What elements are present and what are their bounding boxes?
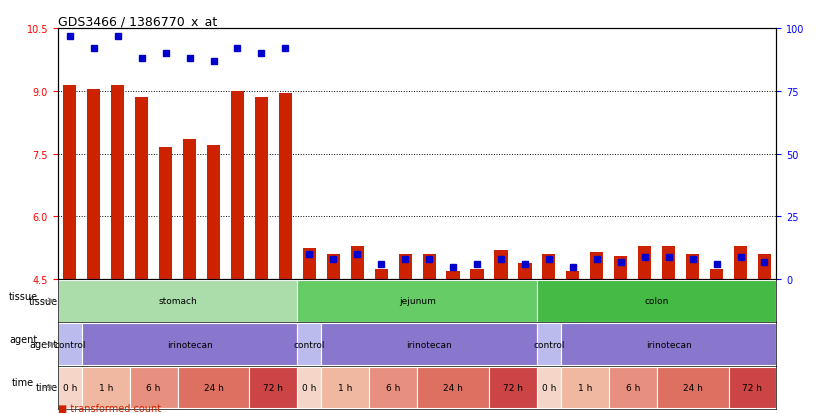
FancyBboxPatch shape	[58, 280, 297, 322]
FancyBboxPatch shape	[321, 323, 537, 365]
FancyBboxPatch shape	[729, 367, 776, 408]
FancyBboxPatch shape	[369, 367, 417, 408]
FancyBboxPatch shape	[537, 323, 561, 365]
FancyBboxPatch shape	[130, 367, 178, 408]
Text: jejunum: jejunum	[399, 297, 435, 306]
Bar	[423, 254, 435, 280]
Bar	[303, 248, 316, 280]
Text: 1 h: 1 h	[577, 383, 592, 392]
FancyBboxPatch shape	[58, 367, 82, 408]
Y-axis label: tissue: tissue	[8, 291, 38, 301]
Bar	[231, 92, 244, 280]
Bar	[255, 98, 268, 280]
Text: colon: colon	[644, 297, 669, 306]
FancyBboxPatch shape	[537, 280, 776, 322]
FancyBboxPatch shape	[297, 280, 537, 322]
Bar	[591, 252, 603, 280]
FancyBboxPatch shape	[82, 367, 130, 408]
Bar	[399, 254, 411, 280]
Bar	[351, 246, 363, 280]
Text: 0 h: 0 h	[542, 383, 556, 392]
Text: control: control	[533, 340, 565, 349]
Bar	[686, 254, 699, 280]
Text: 72 h: 72 h	[743, 383, 762, 392]
Bar	[183, 140, 196, 280]
Text: agent: agent	[30, 339, 58, 349]
FancyBboxPatch shape	[489, 367, 537, 408]
FancyBboxPatch shape	[561, 323, 776, 365]
Text: irinotecan: irinotecan	[646, 340, 691, 349]
Bar	[615, 256, 627, 280]
Text: stomach: stomach	[159, 297, 197, 306]
Text: time: time	[36, 382, 58, 392]
Bar	[88, 90, 100, 280]
Text: 24 h: 24 h	[682, 383, 703, 392]
FancyBboxPatch shape	[609, 367, 657, 408]
Bar	[543, 254, 555, 280]
Bar	[135, 98, 148, 280]
FancyBboxPatch shape	[321, 367, 369, 408]
Bar	[327, 254, 339, 280]
Bar	[471, 269, 483, 280]
FancyBboxPatch shape	[297, 323, 321, 365]
Text: 1 h: 1 h	[98, 383, 113, 392]
FancyBboxPatch shape	[657, 367, 729, 408]
Bar	[495, 250, 507, 280]
Text: GDS3466 / 1386770_x_at: GDS3466 / 1386770_x_at	[58, 15, 217, 28]
Text: 6 h: 6 h	[625, 383, 640, 392]
FancyBboxPatch shape	[249, 367, 297, 408]
Bar	[207, 146, 220, 280]
Text: 0 h: 0 h	[63, 383, 77, 392]
Text: tissue: tissue	[29, 296, 58, 306]
FancyBboxPatch shape	[58, 323, 82, 365]
Bar	[734, 246, 747, 280]
Text: 6 h: 6 h	[386, 383, 401, 392]
Bar	[112, 85, 124, 280]
FancyBboxPatch shape	[178, 367, 249, 408]
Bar	[159, 148, 172, 280]
Bar	[710, 269, 723, 280]
FancyBboxPatch shape	[537, 367, 561, 408]
Text: ■ transformed count: ■ transformed count	[58, 403, 161, 413]
Y-axis label: time: time	[12, 377, 34, 387]
Text: 24 h: 24 h	[443, 383, 463, 392]
Bar	[279, 94, 292, 280]
Text: control: control	[293, 340, 325, 349]
Bar	[375, 269, 387, 280]
Bar	[662, 246, 675, 280]
Bar	[64, 85, 76, 280]
Bar	[567, 271, 579, 280]
Text: 1 h: 1 h	[338, 383, 353, 392]
Bar	[447, 271, 459, 280]
Text: control: control	[54, 340, 86, 349]
FancyBboxPatch shape	[561, 367, 609, 408]
Y-axis label: agent: agent	[9, 334, 37, 344]
Bar	[638, 246, 651, 280]
Text: 24 h: 24 h	[203, 383, 224, 392]
FancyBboxPatch shape	[82, 323, 297, 365]
Text: 72 h: 72 h	[263, 383, 283, 392]
Text: 72 h: 72 h	[503, 383, 523, 392]
Bar	[519, 263, 531, 280]
Bar	[758, 254, 771, 280]
FancyBboxPatch shape	[417, 367, 489, 408]
Text: 0 h: 0 h	[302, 383, 316, 392]
Text: 6 h: 6 h	[146, 383, 161, 392]
Text: irinotecan: irinotecan	[167, 340, 212, 349]
Text: irinotecan: irinotecan	[406, 340, 452, 349]
FancyBboxPatch shape	[297, 367, 321, 408]
